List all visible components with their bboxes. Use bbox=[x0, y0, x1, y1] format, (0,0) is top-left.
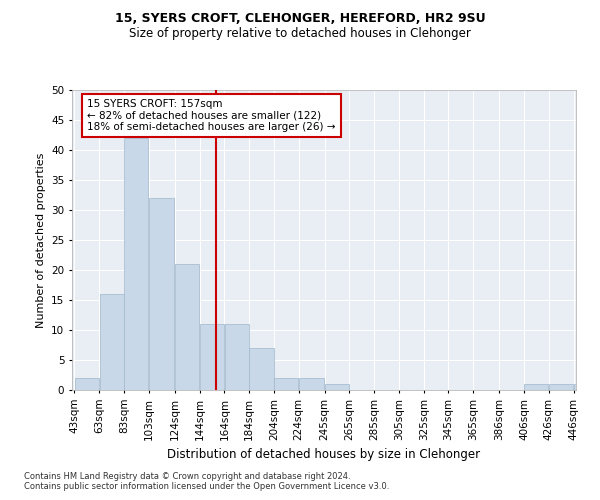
Bar bbox=[549, 384, 573, 390]
Bar bbox=[524, 384, 548, 390]
Bar bbox=[75, 378, 99, 390]
Bar bbox=[325, 384, 349, 390]
Bar bbox=[250, 348, 274, 390]
Bar bbox=[224, 324, 249, 390]
Text: 15 SYERS CROFT: 157sqm
← 82% of detached houses are smaller (122)
18% of semi-de: 15 SYERS CROFT: 157sqm ← 82% of detached… bbox=[87, 99, 335, 132]
Bar bbox=[574, 384, 598, 390]
Bar bbox=[175, 264, 199, 390]
Y-axis label: Number of detached properties: Number of detached properties bbox=[35, 152, 46, 328]
Text: Contains public sector information licensed under the Open Government Licence v3: Contains public sector information licen… bbox=[24, 482, 389, 491]
X-axis label: Distribution of detached houses by size in Clehonger: Distribution of detached houses by size … bbox=[167, 448, 481, 461]
Bar bbox=[274, 378, 298, 390]
Text: 15, SYERS CROFT, CLEHONGER, HEREFORD, HR2 9SU: 15, SYERS CROFT, CLEHONGER, HEREFORD, HR… bbox=[115, 12, 485, 26]
Bar bbox=[299, 378, 325, 390]
Text: Size of property relative to detached houses in Clehonger: Size of property relative to detached ho… bbox=[129, 28, 471, 40]
Text: Contains HM Land Registry data © Crown copyright and database right 2024.: Contains HM Land Registry data © Crown c… bbox=[24, 472, 350, 481]
Bar bbox=[149, 198, 175, 390]
Bar bbox=[124, 138, 148, 390]
Bar bbox=[100, 294, 124, 390]
Bar bbox=[200, 324, 224, 390]
